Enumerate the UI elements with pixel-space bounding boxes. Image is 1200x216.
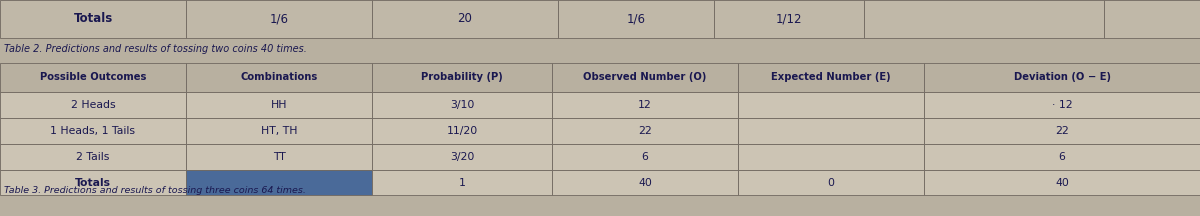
Bar (372, 92, 552, 118)
Bar (924, 144, 1200, 170)
Bar (372, 63, 552, 92)
Bar (552, 144, 738, 170)
Bar (924, 92, 1200, 118)
Text: 20: 20 (457, 12, 473, 25)
Text: · 12: · 12 (1051, 100, 1073, 110)
Bar (552, 170, 738, 195)
Text: 3/20: 3/20 (450, 152, 474, 162)
Text: HT, TH: HT, TH (260, 126, 298, 136)
Bar (0, 0, 186, 38)
Text: Table 2. Predictions and results of tossing two coins 40 times.: Table 2. Predictions and results of toss… (4, 44, 306, 54)
Bar (924, 63, 1200, 92)
Text: Totals: Totals (73, 12, 113, 25)
Bar (864, 0, 1104, 38)
Bar (738, 92, 924, 118)
Bar (0, 144, 186, 170)
Text: Expected Number (E): Expected Number (E) (772, 72, 890, 82)
Text: 40: 40 (638, 178, 652, 187)
Text: Probability (P): Probability (P) (421, 72, 503, 82)
Text: Totals: Totals (74, 178, 112, 187)
Bar (186, 144, 372, 170)
Text: 40: 40 (1055, 178, 1069, 187)
Bar (186, 170, 372, 195)
Bar (372, 118, 552, 144)
Text: HH: HH (271, 100, 287, 110)
Bar (924, 118, 1200, 144)
Text: 2 Heads: 2 Heads (71, 100, 115, 110)
Bar (186, 63, 372, 92)
Text: 1/6: 1/6 (626, 12, 646, 25)
Bar (372, 144, 552, 170)
Text: 3/10: 3/10 (450, 100, 474, 110)
Text: 22: 22 (1055, 126, 1069, 136)
Text: 22: 22 (638, 126, 652, 136)
Bar (714, 0, 864, 38)
Bar (0, 92, 186, 118)
Text: 6: 6 (642, 152, 648, 162)
Text: 1/12: 1/12 (775, 12, 803, 25)
Text: 12: 12 (638, 100, 652, 110)
Bar (186, 118, 372, 144)
Bar (0, 118, 186, 144)
Bar (372, 170, 552, 195)
Text: Combinations: Combinations (240, 72, 318, 82)
Text: Possible Outcomes: Possible Outcomes (40, 72, 146, 82)
Text: TT: TT (272, 152, 286, 162)
Bar (0, 63, 186, 92)
Bar (186, 92, 372, 118)
Text: 1: 1 (458, 178, 466, 187)
Bar (558, 0, 714, 38)
Bar (372, 0, 558, 38)
Text: Deviation (O − E): Deviation (O − E) (1014, 72, 1110, 82)
Bar (552, 63, 738, 92)
Text: 6: 6 (1058, 152, 1066, 162)
Text: 1 Heads, 1 Tails: 1 Heads, 1 Tails (50, 126, 136, 136)
Bar (738, 170, 924, 195)
Text: Observed Number (O): Observed Number (O) (583, 72, 707, 82)
Bar (924, 170, 1200, 195)
Bar (0, 170, 186, 195)
Bar (1104, 0, 1200, 38)
Text: Table 3. Predictions and results of tossing three coins 64 times.: Table 3. Predictions and results of toss… (4, 186, 306, 195)
Bar (552, 92, 738, 118)
Text: 2 Tails: 2 Tails (77, 152, 109, 162)
Text: 11/20: 11/20 (446, 126, 478, 136)
Bar (738, 144, 924, 170)
Bar (738, 63, 924, 92)
Text: 1/6: 1/6 (270, 12, 288, 25)
Bar (552, 118, 738, 144)
Text: 0: 0 (828, 178, 834, 187)
Bar (186, 0, 372, 38)
Bar (738, 118, 924, 144)
